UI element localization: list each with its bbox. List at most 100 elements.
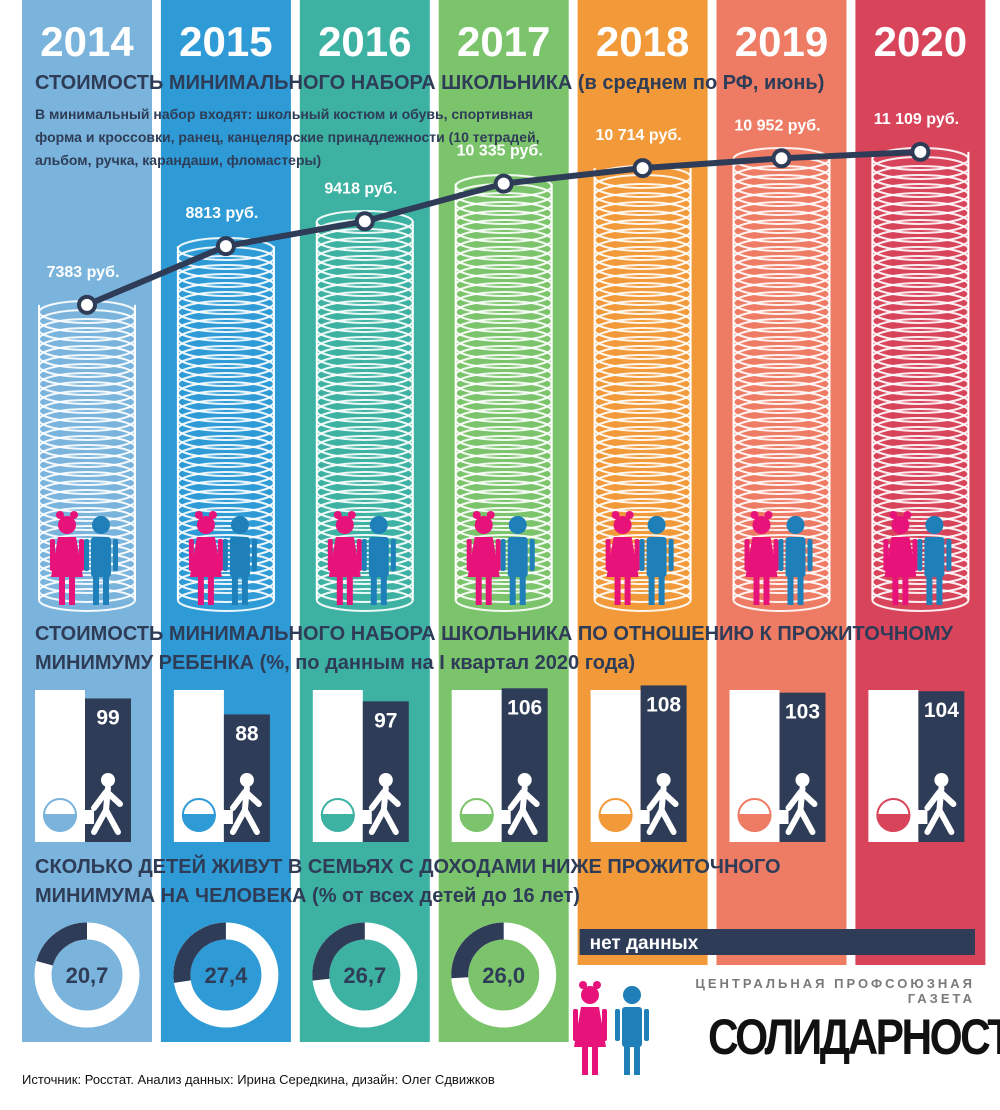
icon-part [380,575,387,605]
icon-part [222,539,228,571]
donut-slice [312,922,366,981]
value-label: 11 109 руб. [874,111,959,128]
icon-part [745,537,778,577]
basket-rim [43,798,77,832]
icon-part [581,986,599,1004]
icon-part [207,575,214,605]
walker-icon [496,773,540,835]
icon-part [795,773,810,787]
icon-part [328,537,361,577]
brand: СОЛИДАРНОСТЬ [708,1009,1000,1065]
icon-part [744,539,750,571]
value-label: 26,7 [343,963,386,988]
basket-rim [598,798,633,832]
basket-rim [876,798,911,832]
icon-part [611,511,620,519]
icon-part [51,537,83,577]
value-label: 108 [646,693,681,716]
girl-icon [573,981,607,1075]
icon-part [208,511,217,519]
icon-part [370,575,377,605]
icon-part [91,785,123,835]
boy-icon [639,516,674,605]
icon-part [797,575,804,605]
icon-part [606,537,639,577]
icon-part [368,537,389,577]
icon-part [624,575,631,605]
icon-part [189,537,222,577]
icon-part [623,986,641,1004]
icon-part [924,785,957,835]
value-label: 10 952 руб. [734,117,820,134]
donut-slice [36,922,88,966]
icon-part [466,539,472,571]
icon-part [59,575,65,605]
walker-icon [80,773,123,835]
icon-part [884,537,917,577]
icon-part [101,773,115,787]
icon-part [573,1009,578,1041]
icon-part [902,575,909,605]
icon-part [634,539,640,571]
icon-part [50,539,55,571]
icon-part [785,785,818,835]
icon-part [763,575,770,605]
icon-part [624,1045,630,1075]
icon-part [936,575,943,605]
value-label: 20,7 [66,963,109,988]
icon-part [592,1045,598,1075]
basket-rim [181,798,216,832]
point [910,141,931,162]
icon-part [574,1007,606,1047]
icon-part [486,511,495,519]
value-label: 99 [96,706,119,729]
chart-title: СТОИМОСТЬ МИНИМАЛЬНОГО НАБОРА ШКОЛЬНИКА … [35,623,953,674]
walker-icon [774,773,818,835]
year-label: 2016 [318,18,411,65]
icon-part [230,516,249,534]
icon-part [251,539,257,571]
icon-part [903,511,912,519]
icon-part [926,575,933,605]
icon-part [509,575,516,605]
icon-part [231,575,238,605]
basket-rim [459,798,494,832]
icon-part [495,539,501,571]
icon-part [93,575,99,605]
value-label: 104 [924,699,959,722]
chart-title: СКОЛЬКО ДЕТЕЙ ЖИВУТ В СЕМЬЯХ С ДОХОДАМИ … [35,856,781,907]
chart-title: СТОИМОСТЬ МИНИМАЛЬНОГО НАБОРА ШКОЛЬНИКА … [35,72,825,94]
icon-part [934,773,949,787]
boy-icon [361,516,396,605]
icon-part [229,785,262,835]
icon-part [593,981,601,989]
chart-subtitle: В минимальный набор входят: школьный кос… [35,106,540,168]
icon-part [69,575,75,605]
icon-part [786,516,805,534]
value-label: 26,0 [482,963,525,988]
icon-part [356,539,362,571]
icon-part [668,539,674,571]
icon-part [750,511,759,519]
icon-part [656,773,671,787]
icon-part [472,511,481,519]
icon-part [625,511,634,519]
walker-icon [913,773,957,835]
basket-rim [737,798,772,832]
icon-part [615,1009,620,1041]
walker-icon [218,773,262,835]
icon-part [217,539,223,571]
icon-part [196,516,215,534]
icon-part [218,810,233,824]
girl-icon [466,511,501,605]
point [354,211,375,232]
value-label: 7383 руб. [47,264,120,281]
girl-icon [327,511,362,605]
icon-part [197,575,204,605]
icon-part [346,575,353,605]
icon-part [644,1009,649,1041]
value-label: 10 335 руб. [457,143,543,160]
icon-part [92,516,110,534]
icon-part [773,539,779,571]
